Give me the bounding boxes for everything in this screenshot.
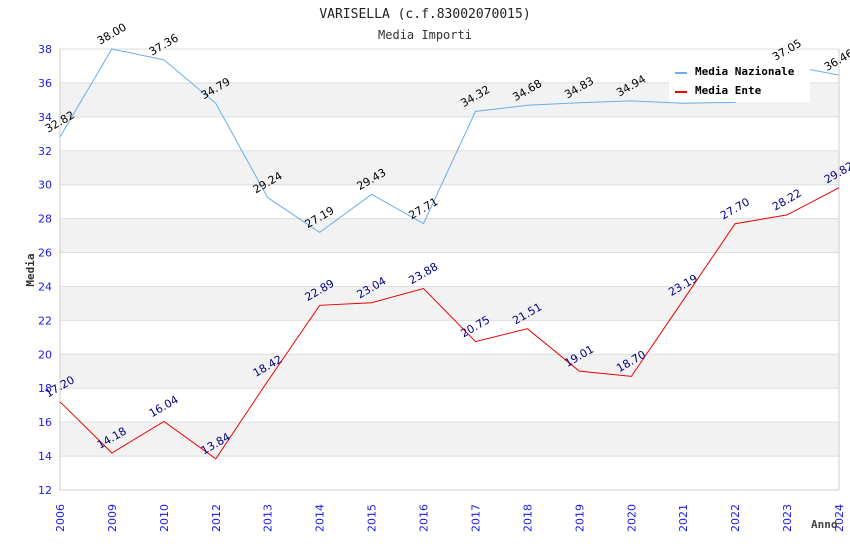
series-group <box>59 48 840 460</box>
x-tick-labels: 2006 2009 2010 2012 2013 2014 2015 2016 2017 2018… <box>54 504 846 532</box>
x-tick-label: 2016 <box>418 504 431 532</box>
y-tick-label: 26 <box>38 247 52 260</box>
data-label: 38.00 <box>95 21 129 48</box>
x-tick-label: 2022 <box>729 504 742 532</box>
legend-label-nazionale: Media Nazionale <box>695 65 795 78</box>
chart-title: VARISELLA (c.f.83002070015) <box>319 7 530 22</box>
data-label: 36.46 <box>822 47 850 74</box>
x-tick-label: 2023 <box>781 504 794 532</box>
legend-label-ente: Media Ente <box>695 84 762 97</box>
x-tick-label: 2014 <box>314 504 327 532</box>
data-label: 28.22 <box>770 186 804 213</box>
y-tick-label: 14 <box>38 450 52 463</box>
series-line-media-ente <box>59 187 840 460</box>
y-tick-label: 30 <box>38 179 52 192</box>
y-tick-label: 34 <box>38 111 52 124</box>
x-tick-label: 2017 <box>469 504 482 532</box>
x-axis-title: Anno <box>811 518 838 531</box>
legend-box <box>669 60 810 102</box>
y-tick-label: 12 <box>38 484 52 497</box>
y-tick-label: 32 <box>38 145 52 158</box>
x-tick-label: 2009 <box>106 504 119 532</box>
y-tick-label: 38 <box>38 43 52 56</box>
data-label: 37.05 <box>770 37 804 64</box>
background-band <box>60 218 839 253</box>
series-line-media-nazionale <box>59 48 840 234</box>
background-band <box>60 422 839 457</box>
x-tick-label: 2021 <box>677 504 690 532</box>
data-label: 37.36 <box>147 31 181 58</box>
y-tick-label: 20 <box>38 348 52 361</box>
y-tick-label: 22 <box>38 314 52 327</box>
data-label: 27.71 <box>407 195 441 222</box>
legend: Media Nazionale Media Ente <box>669 60 810 102</box>
x-tick-label: 2012 <box>210 504 223 532</box>
y-tick-labels: 12 14 16 18 20 22 24 26 28 30 32 34 36 38 <box>38 43 52 497</box>
data-label: 23.88 <box>407 260 441 287</box>
x-tick-label: 2018 <box>521 504 534 532</box>
y-tick-label: 18 <box>38 382 52 395</box>
x-tick-label: 2024 <box>833 504 846 532</box>
x-tick-label: 2006 <box>54 504 67 532</box>
y-tick-label: 36 <box>38 77 52 90</box>
x-tick-label: 2020 <box>625 504 638 532</box>
y-axis-title: Media <box>24 253 37 286</box>
x-tick-label: 2015 <box>366 504 379 532</box>
y-tick-label: 16 <box>38 416 52 429</box>
x-tick-label: 2013 <box>262 504 275 532</box>
chart-subtitle: Media Importi <box>378 28 472 42</box>
x-tick-label: 2010 <box>158 504 171 532</box>
data-label: 16.04 <box>147 393 181 420</box>
y-tick-label: 24 <box>38 280 52 293</box>
x-tick-label: 2019 <box>573 504 586 532</box>
background-band <box>60 354 839 389</box>
y-tick-label: 28 <box>38 213 52 226</box>
